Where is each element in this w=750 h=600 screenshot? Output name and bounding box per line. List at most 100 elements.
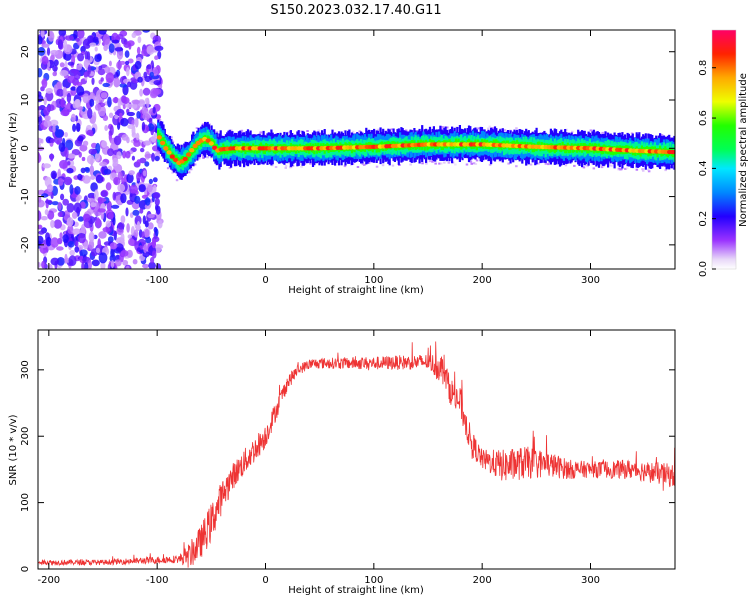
noise-cell (152, 184, 157, 194)
noise-cell (132, 79, 140, 84)
scatter-cell (491, 127, 494, 130)
peak-cell (156, 135, 162, 140)
spectrogram-y-tick-label: 20 (20, 45, 31, 58)
spectrogram-x-tick-label: -200 (37, 275, 60, 286)
noise-cell (57, 178, 64, 186)
scatter-cell (195, 127, 199, 130)
snr-x-tick-label: -200 (37, 575, 60, 586)
noise-cell (94, 54, 102, 62)
noise-cell (97, 208, 106, 213)
noise-cell (144, 153, 153, 158)
noise-cell (62, 234, 69, 244)
scatter-cell (404, 129, 408, 132)
noise-cell (135, 132, 140, 141)
snr-x-tick-label: -100 (146, 575, 169, 586)
noise-cell (113, 135, 122, 146)
noise-cell (151, 250, 157, 259)
scatter-cell (619, 168, 622, 171)
scatter-cell (447, 161, 451, 164)
noise-cell (86, 154, 95, 165)
noise-cell (58, 142, 66, 152)
scatter-cell (300, 165, 303, 168)
peak-cell (205, 138, 211, 143)
noise-cell (100, 77, 104, 82)
scatter-cell (487, 127, 490, 130)
scatter-cell (617, 168, 620, 171)
noise-cell (53, 84, 58, 94)
noise-cell (127, 124, 136, 129)
scatter-cell (230, 129, 233, 132)
scatter-cell (642, 169, 645, 172)
scatter-cell (306, 130, 309, 132)
noise-cell (80, 224, 86, 235)
noise-cell (75, 196, 80, 202)
scatter-cell (299, 130, 302, 133)
noise-cell (64, 132, 68, 138)
noise-cell (73, 30, 78, 40)
noise-cell (136, 159, 141, 166)
noise-cell (148, 178, 153, 184)
scatter-cell (664, 169, 667, 172)
noise-cell (149, 71, 154, 78)
ridge-cell (189, 148, 192, 157)
noise-cell (100, 190, 108, 197)
noise-cell (124, 50, 130, 58)
scatter-cell (610, 164, 613, 167)
noise-cell (41, 78, 48, 89)
noise-cell (98, 252, 108, 264)
noise-cell (144, 97, 149, 104)
noise-cell (126, 223, 130, 233)
noise-cell (121, 177, 125, 185)
noise-cell (143, 71, 148, 79)
scatter-cell (171, 140, 175, 143)
noise-cell (131, 132, 137, 138)
noise-cell (117, 222, 125, 230)
noise-cell (154, 197, 160, 206)
noise-cell (38, 152, 41, 163)
noise-cell (54, 129, 64, 138)
noise-cell (84, 262, 89, 269)
noise-cell (52, 123, 56, 133)
noise-cell (95, 174, 104, 184)
noise-cell (41, 260, 46, 269)
noise-cell (139, 157, 147, 164)
noise-cell (108, 43, 115, 54)
noise-cell (77, 173, 83, 181)
scatter-cell (647, 170, 651, 173)
scatter-cell (515, 165, 518, 168)
noise-cell (134, 195, 141, 204)
noise-cell (120, 233, 125, 243)
noise-cell (114, 47, 124, 52)
scatter-cell (289, 166, 292, 169)
scatter-cell (457, 127, 460, 129)
noise-cell (38, 35, 43, 45)
noise-cell (77, 135, 84, 142)
noise-cell (60, 97, 65, 109)
scatter-cell (421, 162, 424, 165)
scatter-cell (469, 160, 473, 163)
scatter-cell (537, 162, 540, 165)
spectrogram-cells (38, 30, 675, 269)
scatter-cell (240, 130, 243, 133)
noise-cell (69, 184, 74, 195)
spectrogram-x-tick-label: 100 (364, 275, 383, 286)
scatter-cell (600, 166, 604, 169)
noise-cell (151, 152, 155, 162)
peak-cell (208, 141, 214, 146)
noise-cell (134, 117, 139, 128)
noise-cell (50, 49, 59, 56)
noise-cell (117, 183, 126, 193)
noise-cell (128, 238, 135, 246)
scatter-cell (465, 163, 469, 166)
snr-y-label: SNR (10 * v/v) (8, 414, 19, 485)
noise-cell (127, 58, 134, 64)
scatter-cell (362, 164, 366, 166)
noise-cell (90, 175, 96, 180)
noise-cell (76, 85, 85, 96)
colorbar: 0.0 0.2 0.4 0.6 0.8 Normalized spectral ampl… (698, 29, 749, 277)
colorbar-tick-label: 0.4 (698, 160, 709, 176)
noise-cell (117, 98, 121, 109)
peak-cell (166, 150, 172, 155)
noise-cell (56, 246, 64, 251)
noise-cell (111, 39, 120, 44)
